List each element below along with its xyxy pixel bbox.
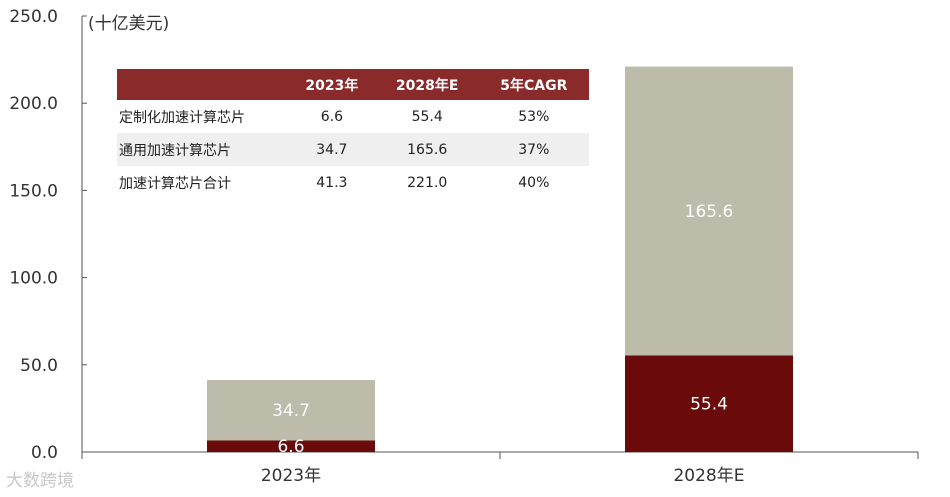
y-tick-label: 200.0 <box>9 94 58 114</box>
bar-segment <box>207 379 375 441</box>
bar-segment <box>625 355 793 452</box>
table-cell: 6.6 <box>320 108 343 125</box>
table-row-label: 通用加速计算芯片 <box>117 133 288 166</box>
y-axis: 0.0 50.0 100.0 150.0 200.0 250.0 <box>9 7 87 463</box>
bar-value-label: 34.7 <box>272 401 310 421</box>
table-header-row: 2023年 2028年E 5年CAGR <box>117 69 589 100</box>
x-category-label: 2023年 <box>261 466 321 486</box>
table-header-2028e: 2028年E <box>375 69 479 100</box>
table-row: 定制化加速计算芯片 6.6 55.4 53% <box>117 100 589 133</box>
unit-label: (十亿美元) <box>88 14 169 34</box>
table-cell: 55.4 <box>411 108 443 125</box>
bar-value-label: 6.6 <box>277 437 304 457</box>
table-row: 加速计算芯片合计 41.3 221.0 40% <box>117 166 589 199</box>
bar-value-label: 55.4 <box>690 395 728 415</box>
x-axis: 2023年 2028年E <box>81 451 919 486</box>
bar-value-label: 165.6 <box>685 202 734 222</box>
segment-labels: 6.6 34.7 55.4 165.6 <box>272 202 733 457</box>
table-row-label: 定制化加速计算芯片 <box>119 109 245 126</box>
table-cell: 40% <box>518 174 550 191</box>
y-tick-label: 0.0 <box>31 443 58 463</box>
table-row: 通用加速计算芯片 34.7 165.6 37% <box>117 133 589 166</box>
bars <box>207 66 793 452</box>
table-cell: 221.0 <box>407 174 448 191</box>
table-cell: 53% <box>518 108 550 125</box>
summary-table: 2023年 2028年E 5年CAGR 定制化加速计算芯片 6.6 55.4 5… <box>117 69 589 199</box>
watermark: 大数跨境 <box>6 471 74 491</box>
table-cell: 165.6 <box>375 133 479 166</box>
x-category-label: 2028年E <box>673 466 744 486</box>
y-tick-label: 150.0 <box>9 181 58 201</box>
table-header-2023: 2023年 <box>288 69 376 100</box>
y-tick-label: 250.0 <box>9 7 58 27</box>
table-header-corner <box>117 69 288 100</box>
y-tick-label: 50.0 <box>20 356 58 376</box>
table-cell: 34.7 <box>288 133 376 166</box>
table-row-label: 加速计算芯片合计 <box>119 175 231 192</box>
table-header-cagr: 5年CAGR <box>478 69 589 100</box>
bar-segment <box>625 66 793 356</box>
bar-segment <box>207 440 375 452</box>
y-tick-label: 100.0 <box>9 269 58 289</box>
table-cell: 37% <box>478 133 589 166</box>
table-cell: 41.3 <box>316 174 348 191</box>
